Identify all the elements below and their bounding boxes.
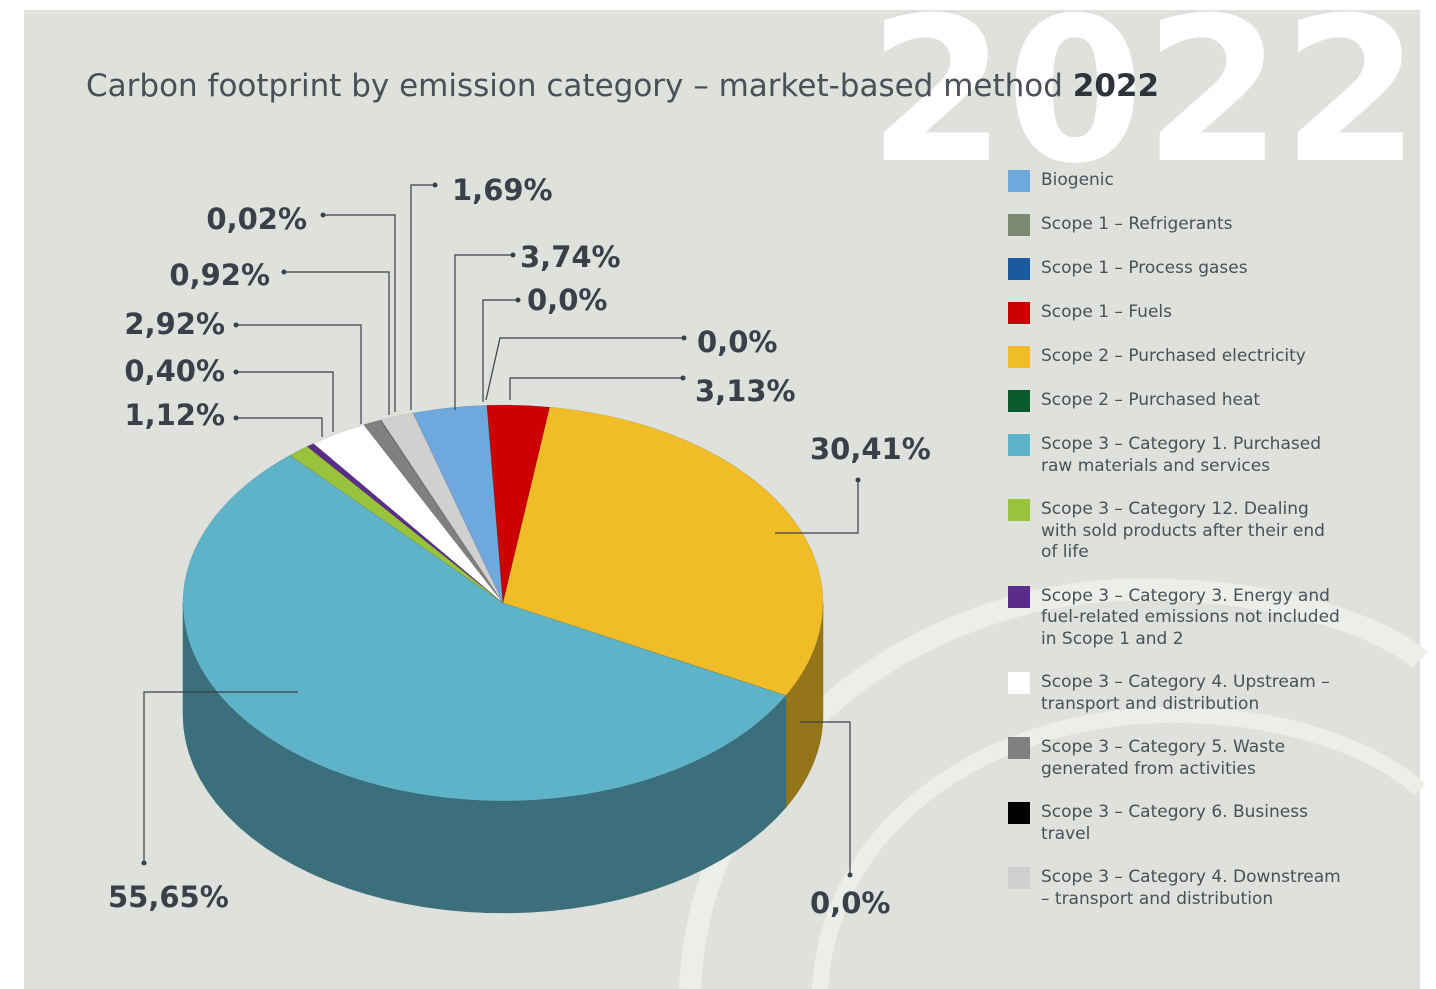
legend-label: Scope 1 – Fuels (1041, 302, 1172, 322)
data-label: 1,69% (452, 173, 553, 207)
legend-label: Scope 3 – Category 6. Business travel (1041, 802, 1308, 844)
leader-line (454, 254, 513, 410)
legend-label: Scope 3 – Category 4. Upstream – transpo… (1041, 672, 1330, 714)
legend-label: Scope 1 – Process gases (1041, 258, 1248, 278)
leader-line (323, 214, 396, 412)
decor-arc (812, 706, 1426, 989)
legend-swatch (1008, 867, 1030, 889)
slice (380, 419, 504, 604)
legend-item: Scope 3 – Category 1. Purchased raw mate… (1008, 434, 1348, 477)
legend-item: Scope 1 – Fuels (1008, 302, 1348, 324)
legend-item: Scope 3 – Category 3. Energy and fuel-re… (1008, 585, 1348, 651)
legend-swatch (1008, 737, 1030, 759)
data-label: 0,02% (206, 202, 307, 236)
watermark-year: 2022 (868, 0, 1420, 208)
legend-swatch (1008, 390, 1030, 412)
data-label: 0,40% (124, 354, 225, 388)
legend-item: Biogenic (1008, 170, 1348, 192)
legend-item: Scope 3 – Category 4. Upstream – transpo… (1008, 672, 1348, 715)
leader-dot (141, 860, 147, 866)
legend-label: Scope 1 – Refrigerants (1041, 214, 1233, 234)
leader-dot (281, 269, 287, 275)
legend-swatch (1008, 258, 1030, 280)
slice (363, 419, 504, 604)
data-label: 0,0% (697, 325, 777, 359)
data-label: 55,65% (108, 880, 229, 914)
legend-swatch (1008, 302, 1030, 324)
data-label: 0,92% (169, 258, 270, 292)
legend-swatch (1008, 434, 1030, 456)
legend: Biogenic Scope 1 – Refrigerants Scope 1 – … (1008, 170, 1348, 932)
data-label: 2,92% (124, 307, 225, 341)
legend-item: Scope 3 – Category 12. Dealing with sold… (1008, 499, 1348, 564)
legend-label: Scope 3 – Category 3. Energy and fuel-re… (1041, 585, 1340, 649)
pie (182, 404, 824, 914)
leader-line (410, 184, 435, 410)
legend-swatch (1008, 802, 1030, 824)
legend-label: Scope 3 – Category 5. Waste generated fr… (1041, 737, 1286, 779)
leader-line (800, 721, 851, 875)
chart-title: Carbon footprint by emission category – … (86, 68, 1159, 104)
leader-dot (681, 335, 687, 341)
legend-swatch (1008, 214, 1030, 236)
slice (289, 446, 504, 604)
data-label: 1,12% (124, 398, 225, 432)
data-label: 3,74% (520, 240, 621, 274)
legend-item: Scope 1 – Process gases (1008, 258, 1348, 280)
legend-swatch (1008, 672, 1030, 694)
legend-item: Scope 2 – Purchased heat (1008, 390, 1348, 412)
legend-swatch (1008, 499, 1030, 521)
leader-dot (233, 415, 239, 421)
legend-label: Scope 3 – Category 12. Dealing with sold… (1041, 499, 1325, 562)
leader-line (485, 337, 684, 401)
legend-item: Scope 3 – Category 6. Business travel (1008, 802, 1348, 845)
slice (486, 404, 551, 604)
leader-dot (432, 182, 438, 188)
legend-item: Scope 3 – Category 4. Downstream – trans… (1008, 867, 1348, 910)
legend-swatch (1008, 346, 1030, 368)
leader-dot (510, 252, 516, 258)
slice (412, 404, 504, 604)
data-label: 30,41% (810, 432, 931, 466)
leader-line (236, 417, 323, 437)
leader-line (482, 299, 518, 402)
legend-swatch (1008, 170, 1030, 192)
legend-label: Scope 2 – Purchased heat (1041, 390, 1261, 410)
leader-dot (680, 375, 686, 381)
leader-dot (233, 369, 239, 375)
slice (182, 455, 787, 802)
legend-item: Scope 1 – Refrigerants (1008, 214, 1348, 236)
legend-item: Scope 3 – Category 5. Waste generated fr… (1008, 737, 1348, 780)
slice (306, 443, 504, 604)
slice (312, 424, 504, 604)
leader-dot (855, 477, 861, 483)
title-text: Carbon footprint by emission category – … (86, 68, 1063, 104)
leader-line (775, 480, 859, 534)
leader-line (236, 371, 334, 432)
leader-dot (515, 297, 521, 303)
legend-label: Scope 2 – Purchased electricity (1041, 346, 1306, 366)
legend-label: Scope 3 – Category 4. Downstream – trans… (1041, 867, 1341, 909)
title-year: 2022 (1073, 68, 1159, 104)
leader-line (284, 271, 390, 415)
leader-line (236, 324, 362, 424)
slice (380, 412, 504, 604)
leader-dot (320, 212, 326, 218)
legend-label: Biogenic (1041, 170, 1114, 190)
leader-dot (847, 872, 853, 878)
slice (502, 406, 824, 696)
leader-dot (233, 322, 239, 328)
legend-item: Scope 2 – Purchased electricity (1008, 346, 1348, 368)
leader-line (143, 691, 298, 863)
legend-label: Scope 3 – Category 1. Purchased raw mate… (1041, 434, 1321, 476)
data-label: 3,13% (695, 374, 796, 408)
data-label: 0,0% (527, 283, 607, 317)
legend-swatch (1008, 585, 1030, 608)
leader-line (509, 377, 683, 400)
data-label: 0,0% (810, 886, 890, 920)
